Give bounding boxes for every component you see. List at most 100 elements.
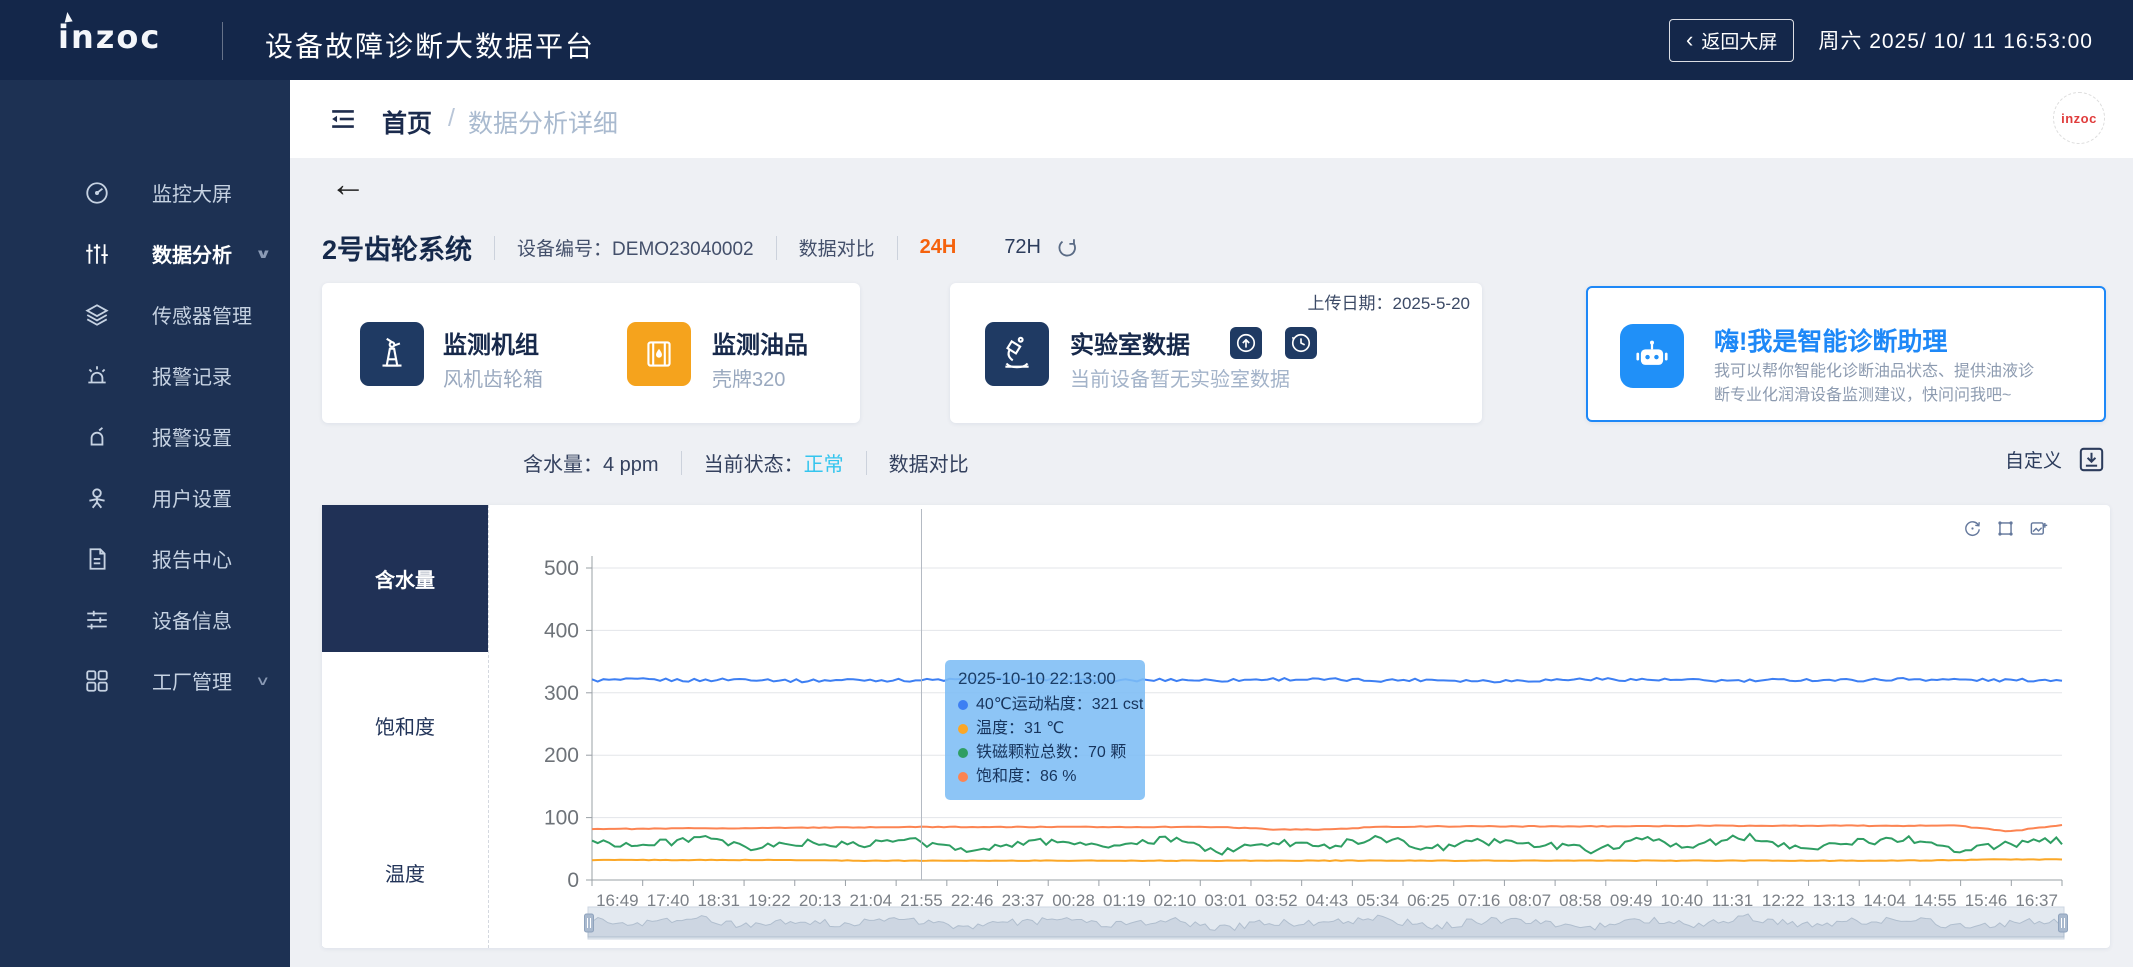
svg-text:21:04: 21:04	[850, 891, 893, 910]
alarm-bell-icon	[84, 424, 110, 450]
sidebar-item-alarm-settings[interactable]: 报警设置	[0, 406, 290, 467]
box-zoom-icon[interactable]	[1996, 519, 2015, 538]
sidebar-item-factory-management[interactable]: 工厂管理 ∨	[0, 650, 290, 711]
data-compare-link[interactable]: 数据对比	[798, 239, 875, 260]
assistant-card[interactable]: 嗨!我是智能诊断助理 我可以帮你智能化诊断油品状态、提供油液诊 断专业化润滑设备…	[1586, 286, 2106, 422]
svg-text:15:46: 15:46	[1965, 891, 2008, 910]
divider	[865, 450, 867, 475]
svg-text:19:22: 19:22	[748, 891, 791, 910]
assistant-title: 嗨!我是智能诊断助理	[1714, 328, 1948, 356]
sidebar-item-sensor-management[interactable]: 传感器管理	[0, 284, 290, 345]
sidebar-item-data-analysis[interactable]: 数据分析 ∨	[0, 223, 290, 284]
tab-saturation[interactable]: 饱和度	[322, 652, 488, 799]
sidebar-item-label: 报警记录	[152, 367, 232, 389]
tooltip-row: 温度：31 ℃	[958, 717, 1132, 741]
main-content: ← 2号齿轮系统 设备编号：DEMO23040002 数据对比 24H 72H …	[290, 158, 2133, 967]
custom-export-row[interactable]: 自定义	[2005, 446, 2105, 473]
lab-sub: 当前设备暂无实验室数据	[1070, 369, 1290, 391]
breadcrumb-home[interactable]: 首页	[382, 110, 433, 138]
unit-sub: 风机齿轮箱	[443, 369, 543, 391]
upload-date: 上传日期：2025-5-20	[1307, 294, 1470, 313]
breadcrumb-current: 数据分析详细	[468, 110, 619, 138]
logo-flame-icon	[63, 11, 73, 23]
sidebar-item-device-info[interactable]: 设备信息	[0, 589, 290, 650]
chart-toolbox	[1963, 519, 2048, 538]
chevron-down-icon: ∨	[254, 245, 272, 261]
tab-water-content[interactable]: 含水量	[322, 505, 488, 652]
microscope-icon	[985, 322, 1049, 386]
wind-turbine-icon	[360, 322, 424, 386]
sidebar-item-alarm-records[interactable]: 报警记录	[0, 345, 290, 406]
lab-title: 实验室数据	[1070, 332, 1190, 359]
svg-text:08:58: 08:58	[1559, 891, 1602, 910]
download-icon	[2079, 447, 2104, 472]
divider	[896, 235, 898, 260]
range-72h-button[interactable]: 72H	[1004, 236, 1042, 258]
svg-text:22:46: 22:46	[951, 891, 994, 910]
svg-text:16:49: 16:49	[596, 891, 639, 910]
svg-text:300: 300	[544, 682, 579, 705]
back-arrow-button[interactable]: ←	[330, 163, 366, 204]
oil-barrel-icon	[627, 322, 691, 386]
svg-text:400: 400	[544, 619, 579, 642]
return-dashboard-button[interactable]: ‹ 返回大屏	[1669, 18, 1795, 62]
lab-card: 上传日期：2025-5-20 实验室数据 当前设备暂无实验室数据	[950, 283, 1482, 423]
chevron-down-icon: ∨	[255, 672, 271, 688]
svg-text:20:13: 20:13	[799, 891, 842, 910]
save-image-icon[interactable]	[2029, 519, 2048, 538]
svg-text:09:49: 09:49	[1610, 891, 1653, 910]
user-icon	[84, 485, 110, 511]
avatar[interactable]: inzoc	[2053, 92, 2105, 144]
sidebar-item-user-settings[interactable]: 用户设置	[0, 467, 290, 528]
svg-text:500: 500	[544, 557, 579, 580]
device-name: 2号齿轮系统	[322, 235, 473, 265]
tooltip-row: 饱和度：86 %	[958, 765, 1132, 789]
divider	[680, 450, 682, 475]
history-icon[interactable]	[1285, 327, 1317, 359]
refresh-icon[interactable]	[1057, 237, 1079, 259]
sidebar-item-label: 传感器管理	[152, 306, 252, 328]
sidebar-item-label: 监控大屏	[152, 184, 232, 206]
tooltip-row: 40℃运动粘度：321 cst	[958, 693, 1143, 717]
avatar-logo-text: inzoc	[2061, 110, 2097, 126]
tab-temperature[interactable]: 温度	[322, 799, 488, 946]
device-sliders-icon	[84, 607, 110, 633]
oil-title: 监测油品	[712, 332, 808, 359]
sidebar-item-monitor-screen[interactable]: 监控大屏	[0, 162, 290, 223]
svg-text:100: 100	[544, 807, 579, 830]
svg-text:05:34: 05:34	[1356, 891, 1399, 910]
device-code: 设备编号：DEMO23040002	[517, 239, 754, 260]
water-content: 含水量：4 ppm	[523, 454, 659, 476]
sidebar-item-label: 用户设置	[152, 489, 232, 511]
breadcrumb-bar: 首页 / 数据分析详细 inzoc	[290, 80, 2133, 158]
sidebar-item-label: 工厂管理	[152, 672, 232, 694]
sidebar-item-report-center[interactable]: 报告中心	[0, 528, 290, 589]
tooltip-row: 铁磁颗粒总数：70 颗	[958, 741, 1132, 765]
line-chart[interactable]: 0 100 200 300 400 500 16:49 17:40 18:31 19:22 20:1…	[488, 505, 2110, 948]
series-dot-icon	[958, 748, 968, 758]
chevron-left-icon: ‹	[1686, 27, 1694, 52]
menu-fold-icon[interactable]	[330, 106, 356, 132]
app-title: 设备故障诊断大数据平台	[265, 31, 596, 62]
logo-text: inzoc	[58, 18, 162, 56]
sidebar-item-label: 报警设置	[152, 428, 232, 450]
svg-text:13:13: 13:13	[1813, 891, 1856, 910]
data-compare-link[interactable]: 数据对比	[888, 454, 969, 476]
divider	[494, 235, 496, 260]
sidebar-item-label: 报告中心	[152, 550, 232, 572]
status-row: 含水量：4 ppm 当前状态： 正常 数据对比	[523, 448, 969, 477]
report-icon	[84, 546, 110, 572]
restore-icon[interactable]	[1963, 519, 1982, 538]
svg-text:14:55: 14:55	[1914, 891, 1957, 910]
siren-icon	[84, 363, 110, 389]
svg-text:03:01: 03:01	[1204, 891, 1247, 910]
analysis-sliders-icon	[84, 241, 110, 267]
svg-text:18:31: 18:31	[697, 891, 740, 910]
svg-text:0: 0	[567, 869, 579, 892]
svg-text:21:55: 21:55	[900, 891, 943, 910]
upload-icon[interactable]	[1230, 327, 1262, 359]
oil-sub: 壳牌320	[712, 369, 786, 391]
range-24h-button[interactable]: 24H	[919, 236, 957, 258]
monitor-card: 监测机组 风机齿轮箱 监测油品 壳牌320	[322, 283, 860, 423]
